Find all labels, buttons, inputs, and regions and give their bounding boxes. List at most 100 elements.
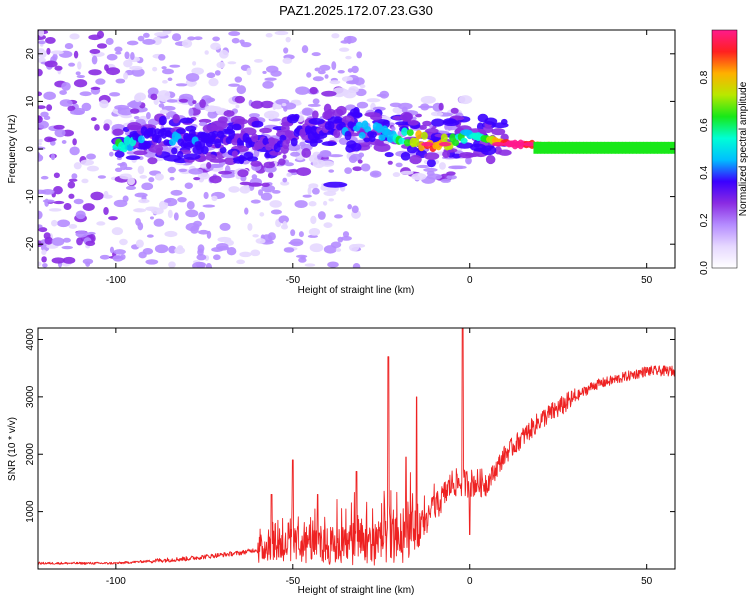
heatmap-noise-blob [38, 261, 42, 267]
heatmap-track-blob [494, 146, 502, 155]
heatmap-noise-blob [77, 61, 82, 70]
heatmap-spread-blob [150, 93, 158, 101]
heatmap-noise-blob [191, 67, 204, 75]
heatmap-spread-blob [178, 168, 188, 173]
heatmap-noise-blob [91, 55, 98, 65]
heatmap-spread-blob [248, 182, 263, 187]
heatmap-noise-blob [269, 200, 283, 208]
heatmap-spread-blob [395, 162, 403, 168]
heatmap-noise-blob [154, 173, 164, 181]
colorbar-tick-label: 0.4 [699, 165, 710, 179]
heatmap-spread-blob [357, 159, 363, 164]
heatmap-noise-blob [59, 90, 67, 95]
heatmap-noise-blob [109, 151, 114, 157]
heatmap-noise-blob [341, 76, 354, 82]
heatmap-noise-blob [38, 57, 46, 63]
heatmap-noise-blob [346, 80, 359, 85]
heatmap-band-cell [568, 141, 574, 154]
heatmap-track-blob [373, 143, 391, 152]
heatmap-track-blob [231, 150, 238, 158]
heatmap-noise-blob [54, 128, 66, 138]
heatmap-spread-blob [134, 93, 142, 103]
heatmap-track-blob [175, 128, 186, 135]
heatmap-noise-blob [79, 91, 92, 97]
heatmap-signal-core [120, 144, 128, 153]
heatmap-noise-blob [307, 186, 312, 196]
snr-panel: -100 -50 0 50 1000 2000 3000 4000 Height of str… [7, 327, 676, 596]
heatmap-signal-core [378, 134, 386, 141]
heatmap-noise-blob [193, 36, 203, 41]
heatmap-track-blob [480, 145, 497, 156]
heatmap-noise-blob [308, 183, 319, 189]
heatmap-track-blob [425, 128, 439, 134]
heatmap-noise-blob [274, 30, 289, 36]
heatmap-noise-blob [312, 76, 324, 82]
heatmap-noise-blob [149, 216, 154, 220]
heatmap-spread-blob [295, 86, 310, 95]
heatmap-spread-blob [146, 112, 151, 120]
heatmap-noise-blob [337, 69, 345, 74]
heatmap-noise-blob [339, 47, 350, 52]
heatmap-track-blob [179, 117, 195, 124]
heatmap-noise-blob [73, 50, 79, 59]
heatmap-band-cell [639, 141, 644, 154]
heatmap-noise-blob [309, 243, 324, 253]
heatmap-spread-blob [250, 100, 264, 109]
spectrogram-xtick-label: -50 [286, 275, 301, 286]
heatmap-noise-blob [304, 263, 316, 267]
heatmap-noise-blob [278, 215, 290, 224]
heatmap-noise-blob [169, 176, 175, 181]
heatmap-marks [38, 30, 675, 268]
heatmap-spread-blob [415, 113, 422, 118]
heatmap-noise-blob [254, 58, 263, 63]
heatmap-signal-core [194, 141, 202, 148]
heatmap-track-blob [125, 155, 141, 161]
heatmap-noise-blob [76, 74, 85, 79]
heatmap-spread-blob [188, 107, 194, 117]
heatmap-spread-blob [198, 175, 205, 183]
heatmap-track-blob [336, 105, 347, 116]
heatmap-noise-blob [67, 105, 76, 112]
heatmap-noise-blob [282, 177, 288, 183]
heatmap-spread-blob [278, 158, 286, 166]
heatmap-band-cell [590, 141, 595, 154]
heatmap-noise-blob [331, 61, 337, 71]
heatmap-band-cell [597, 141, 602, 154]
heatmap-noise-blob [89, 48, 101, 54]
heatmap-noise-blob [51, 257, 65, 264]
heatmap-noise-blob [69, 33, 80, 40]
heatmap-track-blob [251, 120, 264, 128]
heatmap-track-blob [312, 110, 319, 119]
spectrogram-ytick-label: 10 [25, 95, 36, 107]
heatmap-noise-blob [162, 79, 168, 84]
heatmap-noise-blob [42, 263, 48, 268]
heatmap-spread-blob [159, 109, 169, 114]
heatmap-noise-blob [134, 208, 143, 213]
heatmap-noise-blob [38, 68, 43, 77]
heatmap-signal-core [415, 130, 423, 140]
heatmap-signal-core [358, 132, 366, 139]
heatmap-track-blob [158, 115, 167, 126]
snr-ytick-label: 2000 [25, 443, 36, 466]
heatmap-signal-core [265, 143, 273, 151]
heatmap-noise-blob [185, 209, 199, 218]
heatmap-noise-blob [71, 173, 78, 180]
heatmap-spread-blob [416, 164, 431, 169]
heatmap-noise-blob [111, 227, 124, 236]
heatmap-noise-blob [197, 248, 204, 256]
heatmap-noise-blob [38, 30, 45, 37]
heatmap-spread-blob [328, 169, 335, 173]
heatmap-noise-blob [53, 186, 63, 195]
heatmap-noise-blob [206, 72, 216, 79]
heatmap-noise-blob [228, 83, 240, 87]
heatmap-signal-core [398, 137, 406, 145]
heatmap-band-cell [551, 141, 556, 154]
heatmap-noise-blob [219, 222, 231, 231]
spectrogram-ytick-label: 0 [25, 146, 36, 152]
heatmap-noise-blob [187, 36, 196, 41]
snr-xtick-label: -100 [106, 576, 126, 587]
heatmap-track-blob [243, 151, 254, 160]
heatmap-noise-blob [231, 37, 240, 44]
